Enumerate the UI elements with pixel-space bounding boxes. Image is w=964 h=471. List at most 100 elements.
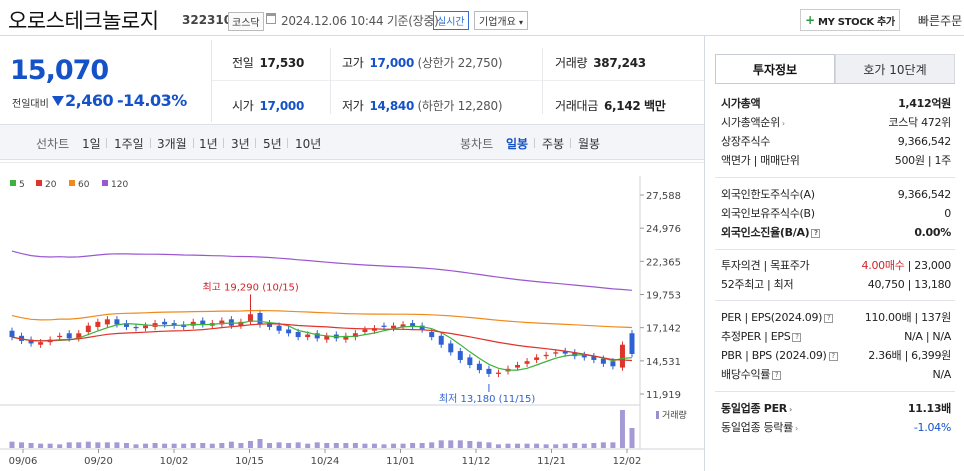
volume-bar [333,443,339,448]
realtime-button[interactable]: 실시간 [433,11,469,30]
period-3m[interactable]: 3개월 [157,137,187,151]
candle-body [410,323,416,327]
tab-investment-info[interactable]: 투자정보 [715,54,835,84]
info-row: 외국인보유주식수(B) 0 [721,206,951,221]
investment-info-panel: 투자정보 호가 10단계 시가총액 1,412억원 시가총액순위 › 코스닥 472위… [704,36,964,471]
x-tick-label: 11/21 [537,456,566,467]
divider [212,80,704,81]
volume-bar [476,441,482,448]
tab-orderbook[interactable]: 호가 10단계 [835,54,955,84]
candle-weekly[interactable]: 주봉 [542,137,565,151]
volume-bar [381,444,387,448]
help-icon[interactable]: ? [824,313,834,323]
candle-daily[interactable]: 일봉 [506,137,529,151]
chevron-right-icon[interactable]: › [781,119,785,128]
chevron-right-icon[interactable]: › [788,405,792,414]
volume-bar [391,443,397,448]
info-tabs: 투자정보 호가 10단계 [715,54,955,84]
volume-bar [85,441,91,448]
timestamp: 2024.12.06 10:44 기준(장중) [281,14,439,28]
volume-bar [9,441,15,448]
candle-body [391,325,397,329]
company-info-dropdown[interactable]: 기업개요 ▾ [474,11,529,30]
volume-bar [228,441,234,448]
candle-body [381,325,387,327]
help-icon[interactable]: ? [772,371,782,380]
divider [255,138,256,148]
volume-bar [562,443,568,448]
volume-bar [162,443,168,448]
period-10y[interactable]: 10년 [295,137,322,151]
market-badge: 코스닥 [228,12,264,31]
quick-order-button[interactable]: 빠른주문 [918,14,963,28]
volume-bar [47,443,53,448]
candle-body [123,323,129,327]
info-row: PER | EPS(2024.09)? 110.00배 | 137원 [721,310,951,325]
y-tick-label: 11,919 [646,390,681,401]
period-1w[interactable]: 1주일 [114,137,144,151]
period-1d[interactable]: 1일 [82,137,101,151]
divider [193,138,194,148]
chevron-right-icon[interactable]: › [794,424,798,433]
volume-bar [143,443,149,448]
volume-bar [295,442,301,448]
legend-swatch [10,180,16,186]
divider [223,138,224,148]
volume-bar [95,442,101,448]
volume-bar [38,443,44,448]
volume-bar [591,443,597,448]
volume-bar [362,443,368,448]
volume-bar [572,443,578,448]
volume-bar [610,442,616,448]
candle-body [133,326,139,329]
candlestick-chart[interactable]: 5 20 60 120 27,588 24,976 22,365 19,753 17,142 14… [0,161,704,471]
x-tick-label: 10/02 [160,456,189,467]
candle-body [219,320,225,325]
volume-bar [190,443,196,448]
volume-bar [247,441,253,448]
candle-body [448,343,454,353]
candle-body [247,314,253,322]
x-tick-label: 12/02 [613,456,642,467]
candle-body [38,342,44,345]
candle-body [429,332,435,338]
y-tick-label: 14,531 [646,357,681,368]
stock-header: 오로스테크놀로지 322310 코스닥 2024.12.06 10:44 기준(… [0,0,964,36]
volume-bar [505,443,511,448]
plus-icon: + [805,13,815,27]
chevron-down-icon: ▾ [519,18,524,27]
volume-bar [495,444,501,448]
volume-bar [238,443,244,448]
candle-body [591,356,597,360]
period-3y[interactable]: 3년 [231,137,250,151]
help-icon[interactable]: ? [828,351,838,361]
volume-bar [209,443,215,448]
period-5y[interactable]: 5년 [263,137,282,151]
volume-bar [371,443,377,448]
calendar-icon [266,13,276,24]
help-icon[interactable]: ? [792,333,802,342]
volume-bar [276,442,282,448]
divider [534,138,535,148]
current-price: 15,070 [10,55,109,86]
price-chart[interactable]: 5 20 60 120 27,588 24,976 22,365 19,753 17,142 14… [0,161,704,471]
candle-body [28,339,34,344]
y-tick-label: 19,753 [646,291,681,302]
ma-line [11,320,633,371]
legend-swatch [69,180,75,186]
down-triangle-icon [52,96,64,106]
candle-body [352,333,358,338]
volume-bar [114,442,120,448]
volume-bar [181,443,187,448]
candle-body [228,319,234,326]
add-my-stock-button[interactable]: + MY STOCK 추가 [800,9,900,31]
candle-body [267,323,273,327]
period-1y[interactable]: 1년 [199,137,218,151]
volume-bar [343,443,349,448]
help-icon[interactable]: ? [811,229,821,238]
candle-body [19,335,25,341]
x-tick-label: 11/01 [386,456,415,467]
candle-monthly[interactable]: 월봉 [578,137,601,151]
candle-body [238,321,244,326]
volume-bar [324,443,330,448]
